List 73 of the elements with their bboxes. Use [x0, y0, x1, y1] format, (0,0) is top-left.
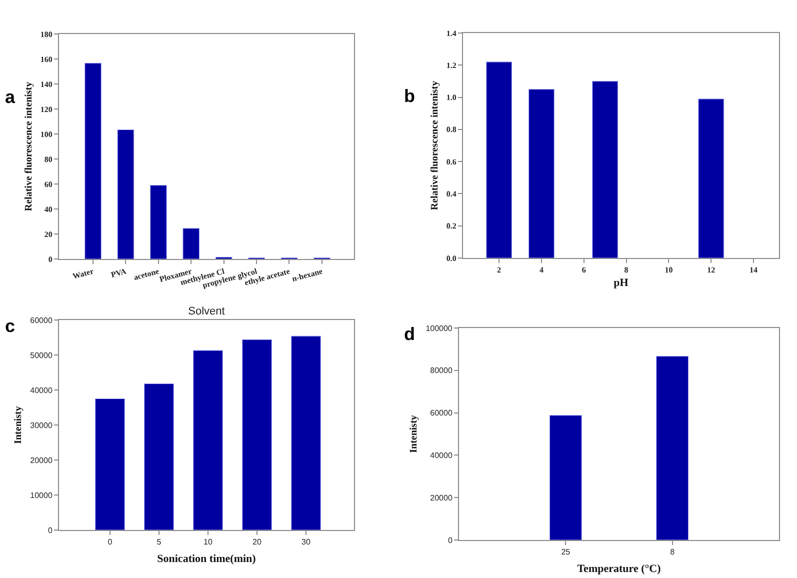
y-axis-title: Relative fluorescence intenisty	[429, 80, 440, 210]
x-axis-title: Sonication time(min)	[157, 552, 256, 565]
x-tick-label: 12	[707, 266, 716, 275]
y-tick-label: 80000	[430, 366, 453, 376]
x-tick-label: 25	[561, 548, 571, 557]
y-tick-label: 120	[40, 104, 52, 114]
x-tick-label: 6	[582, 266, 586, 275]
x-tick-label: 4	[539, 266, 544, 275]
y-tick-label: 40000	[430, 451, 453, 460]
bar	[117, 129, 134, 259]
x-tick-label: 8	[624, 266, 628, 275]
y-tick-label: 0.4	[446, 190, 456, 199]
y-tick-label: 100	[40, 130, 52, 139]
y-axis-title: Intenisty	[408, 415, 420, 453]
y-tick-label: 160	[40, 54, 52, 64]
y-tick-label: 30000	[30, 420, 53, 430]
x-tick-label: 2	[497, 266, 502, 275]
x-axis-title: Temperature (°C)	[577, 562, 662, 575]
x-tick-label: acetone	[132, 266, 160, 282]
x-tick-label: 10	[204, 538, 213, 547]
bar	[528, 88, 554, 258]
bar	[592, 80, 618, 258]
bar	[192, 350, 223, 530]
y-tick-label: 1.4	[446, 28, 456, 38]
bar	[242, 339, 272, 530]
y-tick-label: 20	[44, 230, 52, 239]
y-tick-label: 140	[40, 80, 52, 89]
chart-title: Solvent	[188, 306, 225, 318]
x-tick-label: PVA	[110, 266, 128, 280]
x-tick-label: 10	[664, 266, 673, 275]
y-tick-label: 0.8	[446, 125, 456, 134]
bar	[84, 62, 102, 259]
x-tick-label: 14	[750, 266, 758, 275]
x-tick-label: 20	[252, 538, 262, 547]
y-tick-label: 0.0	[446, 254, 456, 263]
bar	[144, 383, 174, 530]
x-tick-label: 5	[156, 538, 162, 547]
x-tick-label: Water	[72, 266, 95, 281]
y-tick-label: 40000	[30, 386, 53, 395]
y-tick-label: 80	[44, 154, 52, 164]
y-tick-label: 20000	[30, 456, 53, 465]
y-tick-label: 100000	[426, 324, 453, 333]
bar	[182, 228, 200, 259]
x-tick-label: 30	[302, 538, 311, 547]
y-tick-label: 1.0	[446, 93, 456, 102]
x-tick-label: 8	[670, 548, 676, 557]
bar	[290, 336, 321, 530]
y-tick-label: 60000	[430, 408, 453, 418]
y-tick-label: 180	[40, 30, 52, 39]
y-tick-label: 0	[48, 526, 53, 535]
y-tick-label: 60000	[30, 316, 53, 325]
y-tick-label: 0	[48, 254, 52, 264]
y-tick-label: 0.6	[446, 157, 456, 166]
text: c	[5, 316, 16, 336]
y-tick-label: 10000	[30, 490, 53, 500]
text: a	[5, 87, 16, 107]
x-axis-title: pH	[614, 277, 629, 289]
y-tick-label: 20000	[430, 493, 453, 502]
bar	[150, 184, 167, 259]
bar	[94, 398, 125, 530]
y-tick-label: 0.2	[446, 222, 456, 231]
bar	[486, 62, 512, 258]
x-tick-label: n-hexane	[291, 266, 324, 284]
y-tick-label: 1.2	[446, 60, 456, 70]
y-tick-label: 40	[44, 204, 52, 214]
y-tick-label: 50000	[30, 350, 53, 360]
x-tick-label: 0	[108, 538, 113, 547]
y-axis-title: Relative fluorescence intenisty	[23, 82, 34, 212]
y-axis-title: Intenisty	[13, 406, 24, 444]
text: b	[404, 86, 415, 106]
text: d	[404, 324, 415, 344]
y-tick-label: 60	[44, 180, 52, 189]
bar	[698, 98, 724, 258]
